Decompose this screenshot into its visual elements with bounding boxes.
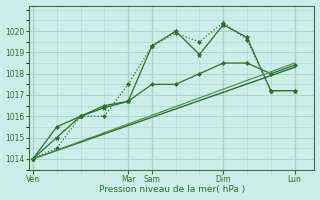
X-axis label: Pression niveau de la mer( hPa ): Pression niveau de la mer( hPa ) bbox=[99, 185, 245, 194]
